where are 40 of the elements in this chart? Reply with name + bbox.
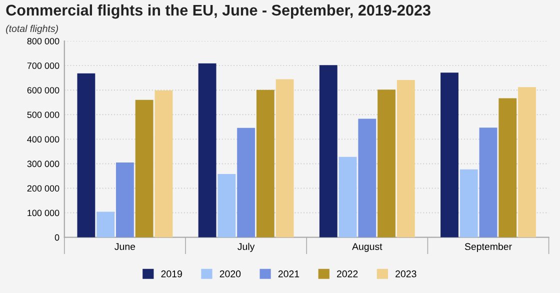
x-tick-label: June	[114, 243, 136, 250]
chart-subtitle: (total flights)	[6, 24, 58, 34]
bar	[256, 90, 274, 238]
x-tick-label: July	[238, 242, 255, 252]
legend-label: 2022	[336, 270, 358, 278]
bar	[440, 72, 458, 238]
bar	[116, 162, 134, 238]
y-tick-label: 100 000	[28, 210, 60, 216]
legend-label: 2019	[161, 270, 182, 278]
bar	[154, 90, 173, 238]
bar	[479, 128, 498, 238]
bar	[276, 79, 294, 238]
bar	[96, 212, 115, 238]
bar	[460, 169, 478, 238]
y-tick-label: 200 000	[27, 185, 60, 192]
x-tick-label: September	[464, 242, 512, 252]
bar	[358, 118, 376, 238]
y-tick-label: 800 000	[27, 38, 60, 44]
legend-label: 2020	[220, 270, 241, 278]
bar	[135, 100, 154, 238]
bar	[237, 128, 256, 238]
y-tick-label: 300 000	[27, 160, 60, 168]
bar	[198, 63, 216, 238]
legend-label: 2023	[396, 270, 416, 278]
bar	[396, 80, 415, 238]
bar	[518, 87, 536, 238]
y-tick-label: 400 000	[27, 136, 60, 143]
bar	[338, 156, 357, 238]
x-tick-label: August	[352, 243, 382, 252]
bar	[319, 65, 338, 238]
y-tick-label: 600 000	[27, 87, 60, 94]
bar	[77, 73, 96, 238]
y-tick-label: 0	[54, 234, 60, 241]
chart-title: Commercial flights in the EU, June - September, 2019-2023	[6, 4, 430, 19]
y-tick-label: 500 000	[27, 112, 60, 118]
legend-label: 2021	[278, 270, 300, 278]
bar	[378, 90, 396, 238]
bar	[498, 98, 517, 238]
bar	[218, 174, 236, 238]
y-tick-label: 700 000	[27, 62, 60, 69]
